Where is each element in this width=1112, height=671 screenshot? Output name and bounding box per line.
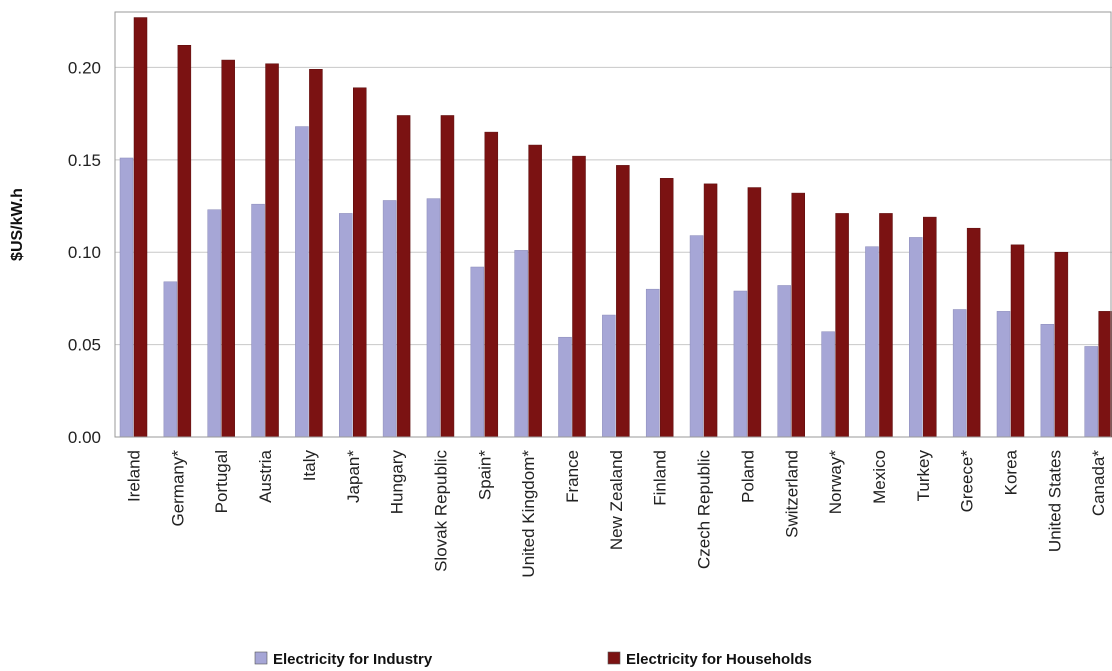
- x-tick-label: Norway*: [826, 450, 845, 515]
- bar-households-12: [659, 178, 674, 438]
- bar-industry-12: [645, 288, 660, 438]
- x-tick-label: Switzerland: [782, 450, 801, 538]
- y-tick-label: 0.00: [68, 428, 101, 447]
- legend-label-households: Electricity for Households: [626, 651, 812, 668]
- x-tick-label: United Kingdom*: [519, 450, 538, 578]
- y-tick-label: 0.10: [68, 243, 101, 262]
- bar-industry-5: [339, 213, 353, 438]
- bar-industry-3: [251, 203, 265, 438]
- bar-industry-6: [382, 200, 397, 438]
- bar-households-5: [353, 87, 367, 438]
- bar-households-19: [966, 227, 981, 438]
- x-tick-label: Italy: [300, 450, 319, 482]
- legend-swatch-households: [607, 651, 621, 665]
- bar-industry-22: [1084, 346, 1098, 438]
- bar-households-14: [747, 187, 762, 438]
- bar-industry-1: [163, 281, 178, 438]
- y-tick-label: 0.15: [68, 151, 101, 170]
- x-tick-label: Greece*: [958, 450, 977, 513]
- bar-households-20: [1010, 244, 1025, 438]
- x-tick-label: Czech Republic: [695, 450, 714, 570]
- bar-households-4: [309, 69, 323, 438]
- bar-households-1: [177, 45, 192, 438]
- x-tick-label: Slovak Republic: [431, 450, 450, 572]
- bar-industry-4: [295, 126, 309, 438]
- bar-industry-16: [821, 331, 835, 438]
- legend: Electricity for Industry Electricity for…: [254, 651, 812, 668]
- x-tick-label: Hungary: [388, 450, 407, 515]
- x-tick-label: United States: [1045, 450, 1064, 552]
- bar-households-3: [265, 63, 279, 438]
- bar-industry-14: [733, 290, 748, 438]
- bar-industry-11: [602, 314, 616, 438]
- x-tick-label: Finland: [651, 450, 670, 506]
- bars: [119, 17, 1112, 438]
- bar-households-15: [791, 192, 805, 438]
- bar-industry-15: [777, 285, 791, 438]
- bar-households-8: [484, 131, 499, 438]
- bar-households-13: [703, 183, 718, 438]
- x-tick-label: Poland: [738, 450, 757, 503]
- plot-area-frame: [114, 11, 1112, 438]
- bar-households-17: [879, 213, 893, 438]
- y-axis-title: $US/kW.h: [9, 188, 26, 261]
- x-tick-label: Germany*: [168, 450, 187, 527]
- bar-industry-8: [470, 266, 485, 438]
- x-tick-label: Spain*: [475, 450, 494, 500]
- x-tick-label: Turkey: [914, 450, 933, 502]
- x-tick-labels: Ireland Germany* Portugal Austria Italy Japan…: [125, 449, 1109, 577]
- x-tick-label: New Zealand: [607, 450, 626, 550]
- x-tick-label: Ireland: [125, 450, 144, 502]
- bar-industry-9: [514, 250, 528, 438]
- bar-industry-20: [996, 311, 1011, 438]
- bar-households-18: [923, 216, 937, 438]
- y-tick-label: 0.05: [68, 336, 101, 355]
- y-tick-label: 0.20: [68, 58, 101, 77]
- bar-households-7: [440, 115, 455, 438]
- bar-industry-17: [865, 246, 879, 438]
- bar-industry-21: [1040, 324, 1055, 438]
- x-tick-label: Mexico: [870, 450, 889, 504]
- bar-households-2: [221, 59, 235, 438]
- bar-households-11: [616, 165, 630, 438]
- bar-industry-18: [909, 237, 923, 438]
- bar-households-22: [1098, 311, 1112, 438]
- legend-label-industry: Electricity for Industry: [273, 651, 433, 668]
- x-tick-label: Korea: [1002, 449, 1021, 495]
- bar-households-16: [835, 213, 849, 438]
- y-tick-labels: 0.00 0.05 0.10 0.15 0.20: [68, 58, 101, 447]
- bar-industry-13: [689, 235, 704, 438]
- x-tick-label: Austria: [256, 449, 275, 502]
- x-tick-label: France: [563, 450, 582, 503]
- bar-households-9: [528, 144, 542, 438]
- bar-industry-2: [207, 209, 221, 438]
- legend-swatch-industry: [254, 651, 268, 665]
- bar-households-6: [396, 115, 411, 438]
- bar-industry-7: [426, 198, 441, 438]
- x-tick-label: Canada*: [1089, 450, 1108, 517]
- bar-households-10: [572, 155, 586, 438]
- bar-industry-0: [119, 157, 134, 438]
- bar-households-0: [133, 17, 148, 438]
- x-tick-label: Japan*: [344, 450, 363, 503]
- x-tick-label: Portugal: [212, 450, 231, 513]
- bar-industry-10: [558, 336, 572, 438]
- bar-industry-19: [952, 309, 967, 438]
- bar-households-21: [1054, 251, 1069, 438]
